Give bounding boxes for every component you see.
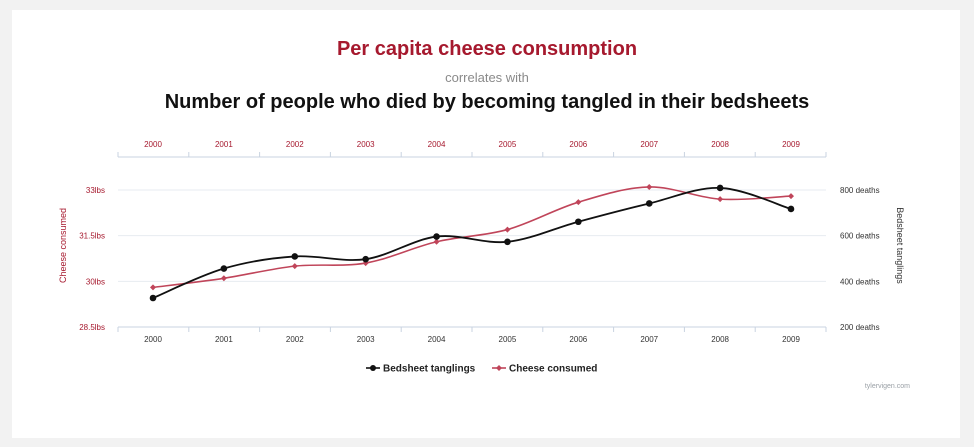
legend-bedsheet-marker — [370, 365, 376, 371]
top-axis-label: 2009 — [782, 140, 800, 149]
bottom-axis-label: 2004 — [428, 335, 446, 344]
right-axis-label: 600 deaths — [840, 232, 880, 241]
cheese-point — [504, 226, 511, 233]
bedsheet-point — [504, 238, 511, 246]
bottom-axis-label: 2007 — [640, 335, 658, 344]
cheese-point — [291, 263, 298, 270]
bottom-axis-label: 2003 — [357, 335, 375, 344]
top-axis-label: 2003 — [357, 140, 375, 149]
bedsheet-point — [433, 233, 440, 240]
bedsheet-point — [645, 200, 653, 207]
bedsheet-point — [149, 294, 157, 302]
bedsheet-point — [220, 265, 228, 272]
right-axis-label: 800 deaths — [840, 186, 880, 195]
cheese-point — [150, 284, 156, 291]
top-axis-label: 2001 — [215, 140, 233, 149]
bedsheet-point — [362, 255, 369, 263]
cheese-line — [152, 186, 792, 289]
left-axis-title: Cheese consumed — [58, 208, 68, 283]
axes: 2000 2001 2002 2003 2004 2005 2006 2007 2008 2009… — [58, 140, 905, 344]
top-axis-label: 2007 — [640, 140, 658, 149]
top-axis-label: 2005 — [499, 140, 517, 149]
cheese-point — [575, 199, 582, 206]
top-axis-label: 2006 — [569, 140, 587, 149]
cheese-point — [646, 183, 653, 190]
bottom-axis-label: 2009 — [782, 335, 800, 344]
left-axis-label: 33lbs — [86, 186, 105, 195]
chart-card — [12, 10, 960, 438]
bedsheet-point — [716, 184, 724, 192]
bottom-axis-label: 2006 — [569, 335, 587, 344]
right-axis-label: 200 deaths — [840, 323, 880, 332]
bedsheet-point — [291, 253, 299, 260]
legend-bedsheet-label: Bedsheet tanglings — [383, 364, 476, 375]
top-axis-label: 2000 — [144, 140, 162, 149]
left-axis-label: 28.5lbs — [79, 323, 105, 332]
right-axis-label: 400 deaths — [840, 277, 880, 286]
left-axis-label: 30lbs — [86, 277, 105, 286]
left-axis-label: 31.5lbs — [79, 232, 105, 241]
legend-cheese-marker — [496, 365, 502, 371]
grid-lines — [118, 189, 826, 328]
credit-text: tylervigen.com — [865, 383, 910, 390]
cheese-point — [717, 196, 724, 203]
bottom-axis-label: 2005 — [499, 335, 517, 344]
bottom-axis-label: 2001 — [215, 335, 233, 344]
bottom-axis-label: 2008 — [711, 335, 729, 344]
top-axis-label: 2008 — [711, 140, 729, 149]
top-axis-label: 2002 — [286, 140, 304, 149]
chart-title: Per capita cheese consumption — [336, 38, 638, 60]
bedsheet-point — [575, 218, 582, 226]
cheese-point — [220, 275, 227, 282]
right-axis-title: Bedsheet tanglings — [895, 207, 905, 284]
cheese-point — [788, 193, 794, 200]
cheese-point — [433, 238, 440, 245]
series-layer — [149, 183, 795, 302]
chart-connector: correlates with — [445, 70, 529, 85]
top-axis-label: 2004 — [428, 140, 446, 149]
chart-subtitle: Number of people who died by becoming ta… — [164, 91, 810, 113]
bedsheet-point — [787, 205, 795, 213]
legend: Bedsheet tanglings Cheese consumed — [366, 364, 597, 375]
legend-cheese-label: Cheese consumed — [509, 364, 597, 375]
bottom-axis-label: 2002 — [286, 335, 304, 344]
bedsheet-line — [152, 187, 792, 299]
bottom-axis-label: 2000 — [144, 335, 162, 344]
